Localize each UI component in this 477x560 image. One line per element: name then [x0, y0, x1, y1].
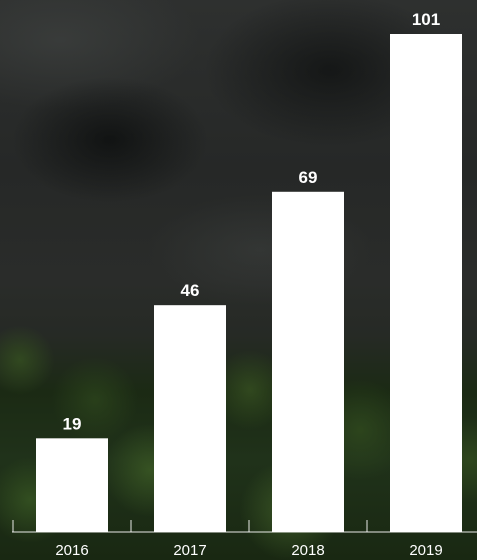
- bars: [36, 34, 462, 533]
- value-labels: 19 46 69 101: [63, 10, 441, 433]
- x-axis: 2016 2017 2018 2019: [12, 520, 477, 559]
- value-label-2019: 101: [412, 10, 440, 29]
- x-tick-label-2019: 2019: [409, 542, 442, 559]
- bar-2016: [36, 438, 108, 532]
- x-tick-label-2016: 2016: [55, 542, 88, 559]
- bar-2018: [272, 191, 344, 533]
- x-tick-label-2017: 2017: [173, 542, 206, 559]
- bar-2019: [390, 34, 462, 532]
- value-label-2018: 69: [299, 168, 318, 187]
- x-tick-label-2018: 2018: [291, 542, 324, 559]
- bar-2017: [154, 305, 226, 532]
- value-label-2017: 46: [181, 281, 200, 300]
- value-label-2016: 19: [63, 414, 82, 433]
